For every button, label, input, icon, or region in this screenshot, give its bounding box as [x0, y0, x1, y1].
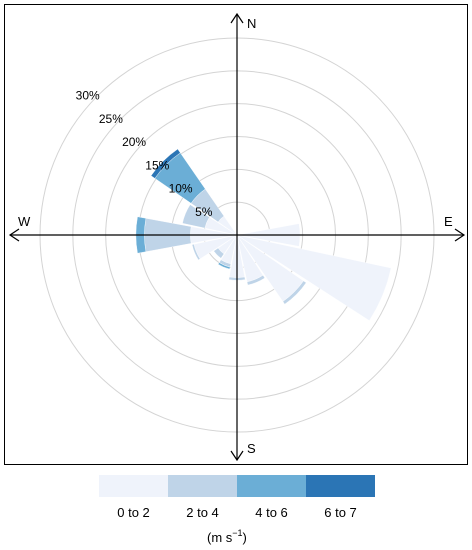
legend-swatch-1	[168, 475, 237, 497]
radial-tick-label: 25%	[99, 112, 123, 126]
legend-label-2: 4 to 6	[255, 505, 288, 520]
wind-rose-plot: 5%10%15% 20% 25% 30% N E S W	[4, 4, 468, 465]
plot-border	[4, 4, 468, 465]
west-arrowhead	[8, 228, 20, 242]
legend-swatches	[99, 475, 375, 497]
petal-112.5-bin-0	[236, 234, 392, 321]
radial-tick-label: 30%	[76, 89, 100, 103]
radial-tick-label: 5%	[195, 205, 213, 219]
legend-label-0: 0 to 2	[117, 505, 150, 520]
compass-label-north: N	[247, 16, 256, 31]
legend-labels: 0 to 2 2 to 4 4 to 6 6 to 7	[117, 505, 357, 520]
petal-292.5-bin-1	[182, 204, 210, 229]
radial-tick-label: 15%	[145, 158, 169, 172]
petal-225-bin-1	[213, 247, 225, 259]
south-arrowhead	[230, 450, 244, 462]
compass-axes	[8, 12, 466, 462]
petal-247.5-bin-1	[191, 243, 201, 261]
east-arrowhead	[454, 228, 466, 242]
compass-label-east: E	[444, 214, 453, 229]
legend-label-3: 6 to 7	[324, 505, 357, 520]
petal-202.5-bin-2	[217, 262, 231, 270]
petal-135-bin-1	[282, 280, 307, 305]
compass-label-west: W	[18, 214, 31, 229]
north-arrowhead	[230, 12, 244, 24]
legend-swatch-2	[237, 475, 306, 497]
legend-unit: (m s−1)	[207, 528, 247, 545]
legend-swatch-3	[306, 475, 375, 497]
petal-315-bin-3	[150, 148, 181, 179]
compass-label-south: S	[247, 441, 256, 456]
legend: 0 to 2 2 to 4 4 to 6 6 to 7 (m s−1)	[99, 475, 375, 545]
radial-tick-label: 10%	[169, 182, 193, 196]
legend-swatch-0	[99, 475, 168, 497]
radial-tick-labels: 5%10%15% 20% 25% 30%	[76, 89, 213, 219]
legend-label-1: 2 to 4	[186, 505, 219, 520]
petal-157.5-bin-1	[246, 274, 266, 286]
radial-tick-label: 20%	[122, 135, 146, 149]
